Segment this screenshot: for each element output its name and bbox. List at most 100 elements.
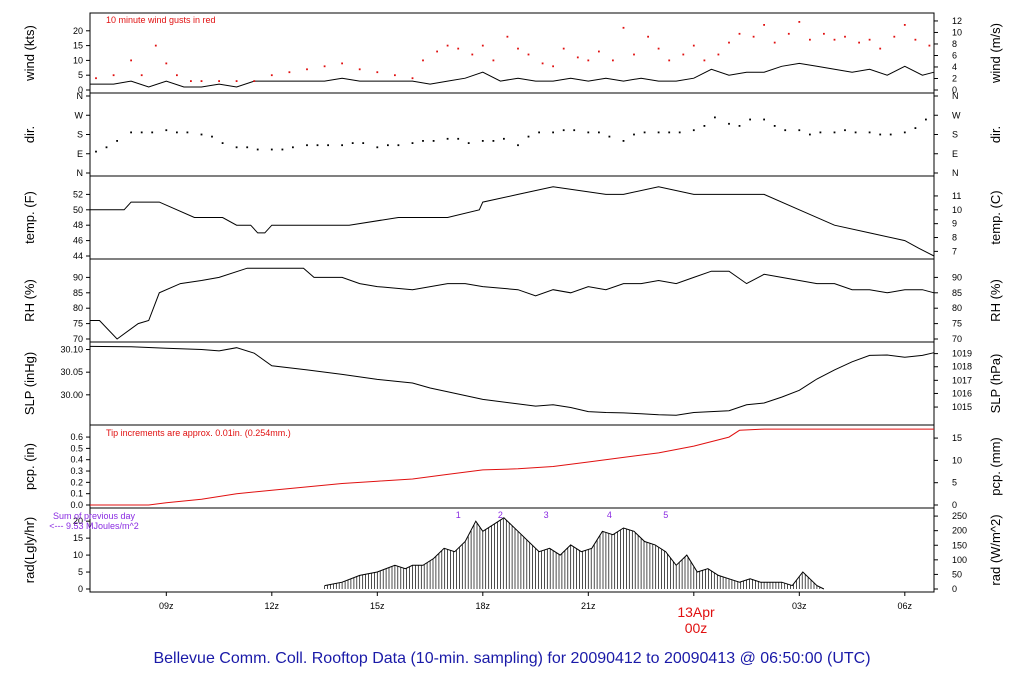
y-right-tick-label: 10 (952, 455, 962, 465)
data-point-dir (362, 142, 365, 144)
series-line-pcp (90, 428, 934, 506)
data-point-dir (925, 118, 927, 121)
data-point-wind (928, 44, 931, 47)
y-tick-label: 0.0 (70, 500, 83, 510)
y-tick-label: 0.1 (70, 489, 83, 499)
y-right-tick-label: 8 (952, 39, 957, 49)
data-point-dir (728, 122, 730, 125)
y-right-tick-label: 10 (952, 27, 962, 37)
y-right-tick-label: 200 (952, 526, 967, 536)
data-point-wind (218, 80, 220, 82)
data-point-dir (538, 131, 540, 134)
data-point-wind (622, 26, 625, 29)
data-point-wind (647, 35, 649, 38)
data-point-dir (879, 133, 882, 136)
data-point-dir (854, 131, 857, 134)
y-tick-label: 46 (73, 236, 83, 246)
data-point-dir (105, 146, 108, 149)
y-tick-label: 5 (78, 567, 83, 577)
data-point-wind (457, 47, 460, 50)
data-point-dir (281, 148, 284, 151)
data-point-wind (140, 74, 143, 77)
y-right-tick-label: W (952, 110, 961, 120)
y-right-tick-label: N (952, 168, 959, 178)
rad-marker-label: 3 (544, 510, 549, 520)
panel-frame-wind (89, 12, 935, 94)
panel-frame-rh (89, 258, 935, 343)
data-point-wind (598, 50, 600, 53)
data-point-wind (492, 59, 495, 62)
data-point-wind (130, 59, 132, 62)
y-right-tick-label: 1015 (952, 402, 972, 412)
data-point-dir (763, 118, 765, 121)
panel-frame-slp (89, 341, 935, 426)
x-tick-label: 03z (792, 601, 807, 611)
data-point-wind (446, 44, 449, 47)
y-axis-label: rad(Lgly/hr) (22, 517, 37, 583)
y-right-tick-label: 90 (952, 272, 962, 282)
y-right-tick-label: 0 (952, 584, 957, 594)
data-point-wind (868, 38, 871, 41)
data-point-wind (422, 59, 424, 62)
y-right-tick-label: 2 (952, 73, 957, 83)
data-point-dir (446, 137, 449, 140)
y-right-tick-label: 0 (952, 500, 957, 510)
y-tick-label: 44 (73, 251, 83, 261)
data-point-wind (253, 80, 256, 82)
data-point-dir (703, 125, 706, 127)
data-point-wind (612, 59, 614, 62)
data-point-dir (422, 140, 424, 142)
y-right-tick-label: 1017 (952, 375, 972, 385)
data-point-wind (541, 62, 544, 65)
x-tick-label: 21z (581, 601, 596, 611)
data-point-wind (562, 47, 565, 50)
data-point-dir (798, 129, 801, 132)
y-tick-label: 50 (73, 205, 83, 215)
data-point-dir (116, 140, 118, 142)
y-axis-label-right: pcp. (mm) (988, 437, 1003, 496)
data-point-dir (903, 131, 906, 134)
data-point-dir (678, 131, 681, 134)
y-right-tick-label: 250 (952, 511, 967, 521)
y-tick-label: 10 (73, 550, 83, 560)
data-point-wind (914, 38, 917, 41)
date-marker: 13Apr 00z (656, 604, 736, 636)
data-point-wind (844, 35, 846, 38)
y-axis-label-right: SLP (hPa) (988, 354, 1003, 414)
data-point-wind (436, 50, 438, 53)
data-point-dir (270, 148, 273, 151)
data-point-dir (176, 131, 178, 134)
data-point-wind (682, 53, 685, 56)
y-right-tick-label: 1018 (952, 362, 972, 372)
y-right-tick-label: 150 (952, 540, 967, 550)
y-tick-label: 0 (78, 584, 83, 594)
y-tick-label: 0.2 (70, 477, 83, 487)
data-point-dir (387, 144, 389, 147)
data-point-dir (784, 129, 787, 132)
rad-annotation-line-2: <--- 9.53 MJoules/m^2 (49, 521, 139, 531)
data-point-dir (819, 131, 822, 134)
y-tick-label: 0 (78, 85, 83, 95)
data-point-wind (323, 65, 326, 68)
data-point-dir (200, 133, 203, 136)
data-point-wind (633, 53, 635, 56)
data-point-wind (112, 74, 115, 77)
y-axis-label: dir. (22, 126, 37, 143)
data-point-dir (809, 133, 811, 136)
y-axis-label: RH (%) (22, 279, 37, 322)
data-point-wind (270, 74, 273, 77)
x-tick-label: 09z (159, 601, 174, 611)
y-tick-label: 0.5 (70, 443, 83, 453)
data-point-dir (95, 150, 97, 153)
data-point-wind (903, 24, 906, 26)
data-point-wind (527, 53, 530, 56)
rad-marker-label: 5 (663, 510, 668, 520)
y-right-tick-label: N (952, 91, 959, 101)
data-point-dir (844, 129, 846, 132)
y-right-tick-label: 85 (952, 288, 962, 298)
data-point-dir (492, 140, 495, 142)
date-marker-hour: 00z (684, 620, 708, 636)
y-tick-label: 75 (73, 319, 83, 329)
y-tick-label: 30.05 (60, 367, 83, 377)
